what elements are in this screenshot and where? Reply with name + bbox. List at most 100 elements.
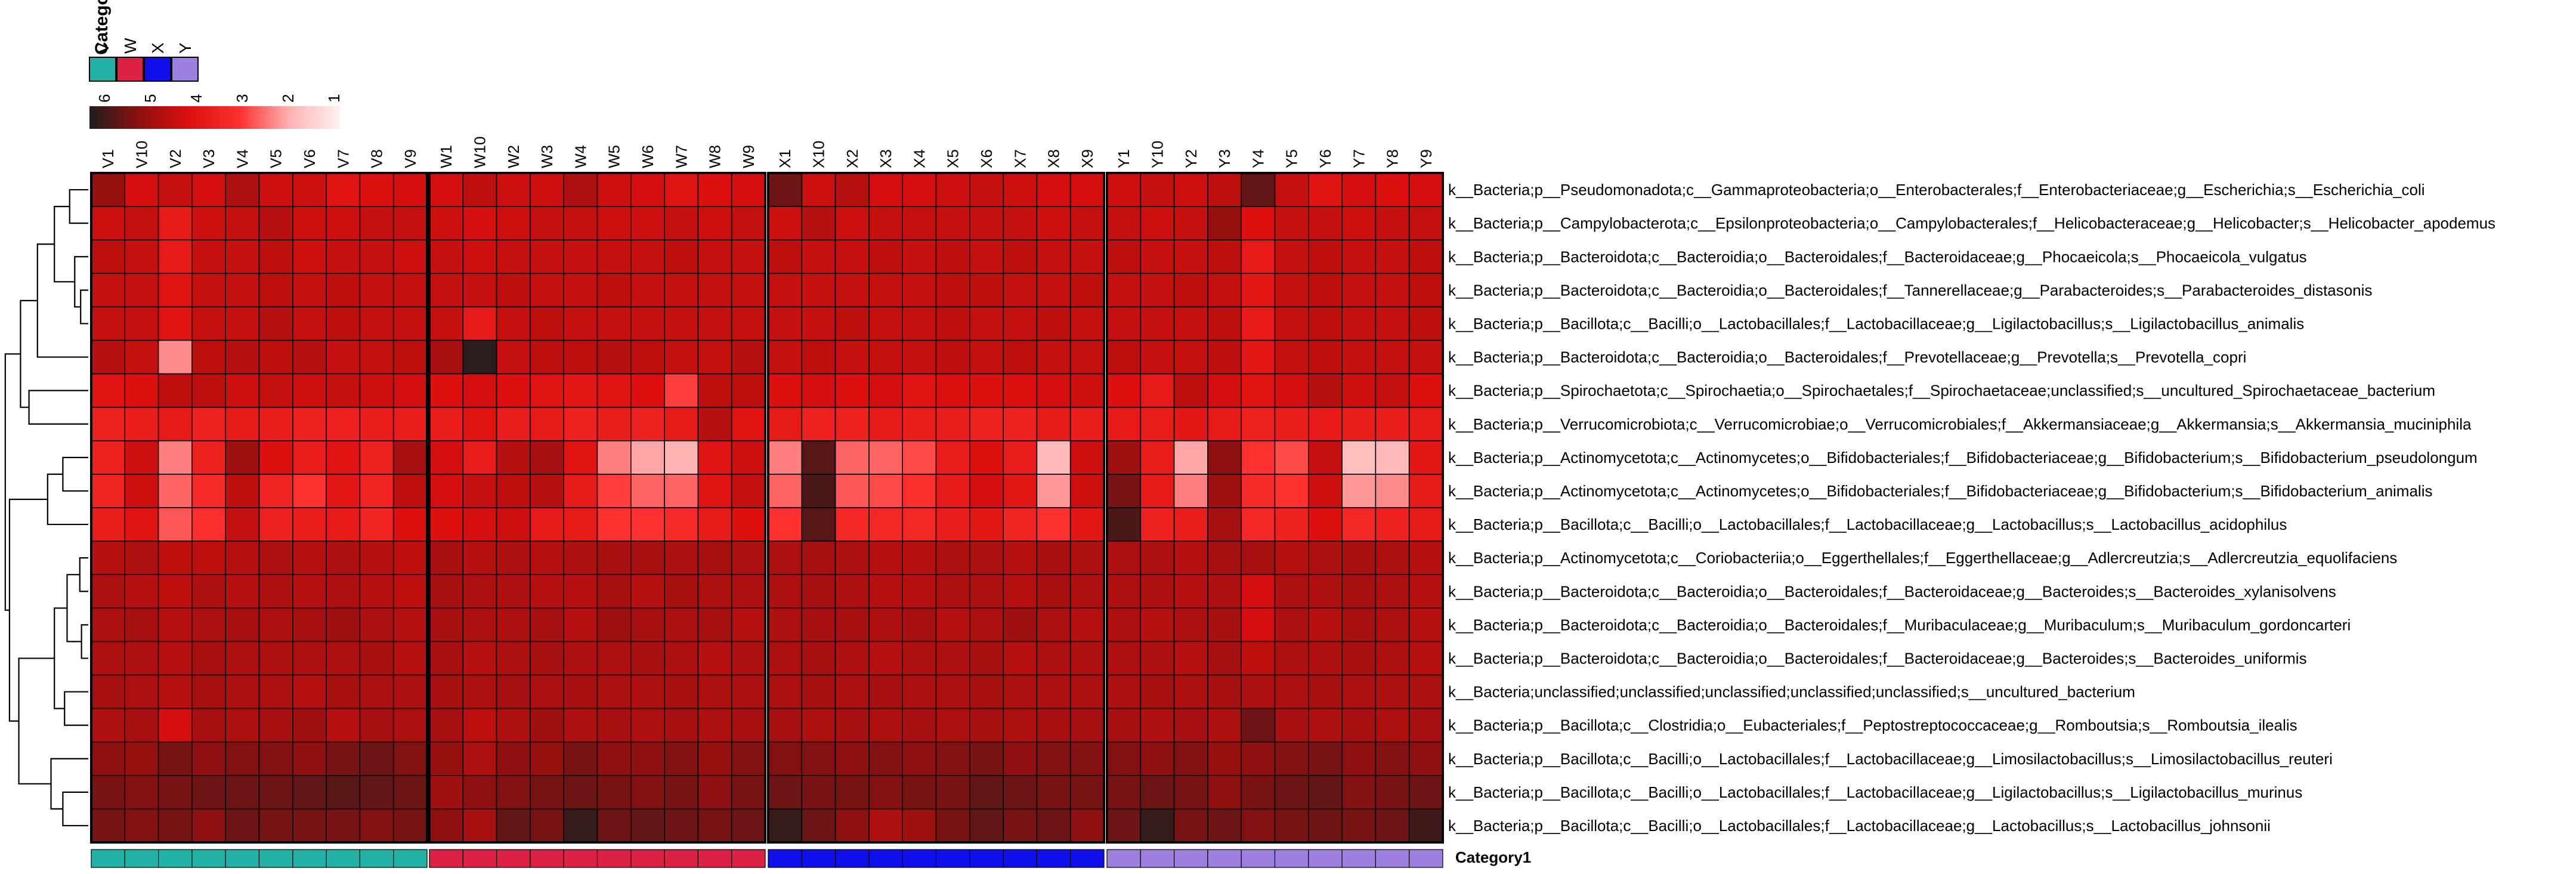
heatmap-cell	[969, 607, 1004, 643]
heatmap-cell	[1241, 206, 1276, 241]
heatmap-cell	[91, 172, 126, 207]
heatmap-cell	[496, 206, 531, 241]
heatmap-cell	[530, 674, 565, 709]
annotation-cell-X	[801, 849, 836, 868]
heatmap-cell	[902, 474, 937, 508]
column-label: V2	[166, 149, 184, 168]
heatmap-cell	[1241, 808, 1276, 843]
heatmap-cell	[868, 474, 904, 508]
row-label: k__Bacteria;p__Bacillota;c__Clostridia;o…	[1448, 717, 2297, 734]
heatmap-cell	[392, 440, 428, 475]
heatmap-cell	[1241, 239, 1276, 274]
heatmap-cell	[225, 741, 260, 776]
heatmap-cell	[91, 507, 126, 542]
row-label: k__Bacteria;p__Actinomycetota;c__Actinom…	[1448, 482, 2432, 500]
heatmap-cell	[1308, 339, 1343, 375]
heatmap-cell	[157, 406, 193, 441]
heatmap-cell	[326, 373, 361, 408]
heatmap-cell	[1140, 172, 1175, 207]
heatmap-cell	[462, 741, 497, 776]
heatmap-cell	[563, 239, 598, 274]
heatmap-cell	[91, 440, 126, 475]
heatmap-cell	[1173, 406, 1208, 441]
heatmap-cell	[1003, 775, 1038, 810]
heatmap-cell	[630, 339, 665, 375]
heatmap-cell	[969, 406, 1004, 441]
annotation-cell-W	[563, 849, 598, 868]
heatmap-cell	[1207, 741, 1242, 776]
heatmap-cell	[326, 641, 361, 676]
heatmap-cell	[834, 406, 870, 441]
heatmap-cell	[292, 474, 327, 508]
heatmap-cell	[630, 406, 665, 441]
heatmap-cell	[462, 172, 497, 207]
heatmap-cell	[124, 239, 159, 274]
heatmap-cell	[530, 474, 565, 508]
heatmap-cell	[191, 607, 226, 643]
heatmap-cell	[530, 306, 565, 341]
heatmap-cell	[1341, 406, 1377, 441]
heatmap-cell	[1140, 775, 1175, 810]
category-legend-title: Category1	[92, 0, 112, 55]
dendrogram-branch	[62, 791, 88, 827]
heatmap-cell	[157, 741, 193, 776]
heatmap-cell	[630, 172, 665, 207]
heatmap-cell	[1207, 406, 1242, 441]
annotation-cell-V	[158, 849, 193, 868]
heatmap-cell	[91, 775, 126, 810]
heatmap-cell	[664, 641, 699, 676]
column-label: V9	[401, 149, 419, 168]
heatmap-cell	[563, 507, 598, 542]
heatmap-cell	[1207, 674, 1242, 709]
heatmap-cell	[1341, 206, 1377, 241]
heatmap-cell	[1308, 306, 1343, 341]
heatmap-cell	[969, 206, 1004, 241]
heatmap-cell	[1106, 574, 1142, 609]
heatmap-cell	[496, 808, 531, 843]
heatmap-cell	[1140, 741, 1175, 776]
heatmap-cell	[801, 507, 836, 542]
heatmap-cell	[462, 406, 497, 441]
heatmap-cell	[969, 674, 1004, 709]
heatmap-cell	[429, 775, 464, 810]
heatmap-cell	[630, 708, 665, 743]
heatmap-cell	[429, 306, 464, 341]
heatmap-cell	[392, 541, 428, 575]
heatmap-cell	[258, 541, 293, 575]
heatmap-cell	[868, 440, 904, 475]
annotation-cell-V	[225, 849, 260, 868]
row-label: k__Bacteria;p__Bacillota;c__Bacilli;o__L…	[1448, 515, 2287, 533]
heatmap-cell	[801, 674, 836, 709]
heatmap-cell	[630, 507, 665, 542]
heatmap-cell	[1106, 406, 1142, 441]
heatmap-cell	[157, 239, 193, 274]
heatmap-cell	[868, 373, 904, 408]
color-scale-tick: 3	[233, 94, 251, 103]
heatmap-cell	[1069, 808, 1105, 843]
heatmap-cell	[801, 775, 836, 810]
heatmap-cell	[1207, 775, 1242, 810]
heatmap-cell	[801, 239, 836, 274]
heatmap-cell	[664, 674, 699, 709]
heatmap-cell	[157, 172, 193, 207]
heatmap-cell	[664, 172, 699, 207]
heatmap-cell	[1106, 306, 1142, 341]
heatmap-cell	[1003, 541, 1038, 575]
color-scale-tick: 4	[187, 94, 205, 103]
column-label: W7	[672, 145, 690, 168]
heatmap-cell	[935, 808, 970, 843]
heatmap-cell	[1375, 339, 1410, 375]
heatmap-cell	[496, 574, 531, 609]
annotation-cell-X	[969, 849, 1004, 868]
legend-swatch-W	[116, 57, 144, 82]
heatmap-cell	[1106, 607, 1142, 643]
heatmap-cell	[1069, 574, 1105, 609]
heatmap-cell	[768, 440, 803, 475]
heatmap-cell	[1308, 574, 1343, 609]
heatmap-cell	[868, 708, 904, 743]
heatmap-cell	[1375, 507, 1410, 542]
heatmap-cell	[429, 708, 464, 743]
heatmap-cell	[768, 406, 803, 441]
heatmap-cell	[1106, 172, 1142, 207]
color-scale-bar	[89, 106, 340, 129]
